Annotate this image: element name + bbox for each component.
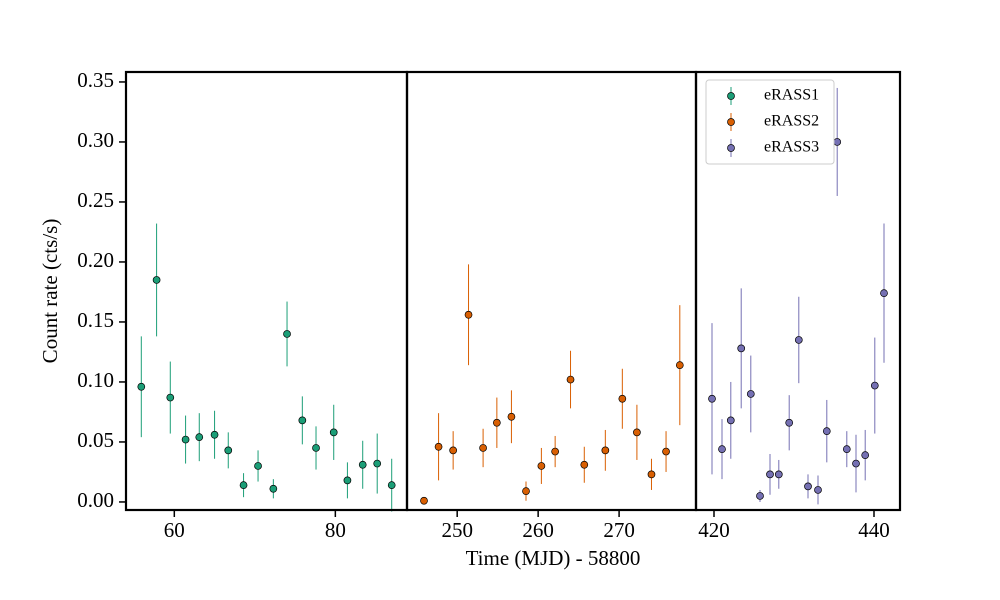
point (449, 446, 457, 455)
point (239, 481, 248, 490)
point (601, 446, 610, 455)
point (224, 446, 233, 455)
point (618, 394, 627, 403)
point (756, 492, 764, 500)
x-tick-label: 250 (441, 518, 473, 542)
point (822, 427, 831, 436)
panel-frame (694, 70, 902, 512)
point (566, 375, 575, 384)
point (675, 361, 684, 370)
y-tick-label: 0.25 (77, 188, 114, 212)
legend-label: eRASS1 (764, 87, 819, 104)
point (804, 482, 812, 491)
series (420, 264, 684, 505)
point (785, 418, 794, 427)
panel-frame (405, 70, 698, 512)
point (580, 460, 589, 469)
point (708, 394, 716, 403)
point (152, 276, 161, 284)
point (479, 444, 487, 452)
point (870, 381, 879, 390)
legend-label: eRASS3 (764, 139, 819, 156)
point (312, 444, 320, 452)
point (633, 428, 641, 437)
y-tick-label: 0.15 (77, 308, 114, 332)
point (842, 445, 851, 454)
point (283, 330, 291, 338)
point (373, 459, 382, 468)
point (181, 435, 190, 444)
point (794, 336, 803, 344)
point (493, 418, 501, 427)
y-tick-label: 0.20 (77, 248, 114, 272)
point (537, 462, 546, 470)
point (387, 481, 396, 490)
point (737, 344, 746, 353)
legend-box (705, 79, 835, 165)
point (833, 138, 842, 146)
legend-marker (727, 118, 735, 126)
point (774, 470, 783, 479)
point (726, 416, 735, 425)
legend: eRASS1 eRASS2 eRASS3 (705, 79, 835, 165)
legend-marker (727, 92, 735, 100)
point (551, 447, 559, 456)
point (647, 470, 656, 479)
point (880, 289, 888, 298)
x-tick-label: 60 (164, 518, 185, 542)
y-tick-label: 0.10 (77, 368, 114, 392)
x-tick-label: 260 (522, 518, 554, 542)
legend-label: eRASS2 (764, 113, 819, 130)
y-axis-label: Count rate (cts/s) (38, 219, 62, 364)
point (195, 433, 204, 442)
point (166, 393, 175, 402)
point (420, 496, 428, 505)
y-tick-label: 0.30 (77, 128, 114, 152)
point (298, 416, 307, 425)
point (746, 390, 755, 398)
point (522, 487, 530, 496)
y-tick-label: 0.00 (77, 488, 114, 512)
point (662, 447, 670, 456)
x-tick-label: 440 (858, 518, 890, 542)
point (210, 430, 219, 439)
x-axis-label: Time (MJD) - 58800 (466, 546, 641, 570)
point (358, 460, 367, 469)
panel-frame (124, 70, 409, 512)
y-tick-label: 0.35 (77, 68, 114, 92)
point (464, 310, 473, 319)
x-tick-label: 270 (603, 518, 635, 542)
point (137, 382, 146, 391)
x-tick-label: 420 (698, 518, 730, 542)
point (329, 428, 338, 437)
point (343, 476, 352, 485)
point (507, 412, 516, 421)
series (137, 223, 396, 512)
point (718, 445, 726, 454)
point (269, 484, 278, 493)
x-tick-label: 80 (325, 518, 346, 542)
series (708, 87, 888, 505)
point (852, 459, 860, 468)
point (434, 442, 443, 451)
y-tick-label: 0.05 (77, 428, 114, 452)
point (814, 486, 822, 494)
point (254, 462, 262, 470)
point (766, 470, 774, 479)
point (861, 451, 870, 460)
legend-marker (727, 144, 735, 152)
